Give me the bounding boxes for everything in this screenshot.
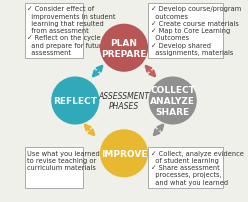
FancyBboxPatch shape	[25, 147, 83, 188]
Text: ASSESSMENT
PHASES: ASSESSMENT PHASES	[98, 91, 150, 111]
Text: ✓ Develop course/program
  outcomes
✓ Create course materials
✓ Map to Core Lear: ✓ Develop course/program outcomes ✓ Crea…	[151, 6, 241, 56]
Text: IMPROVE: IMPROVE	[101, 149, 147, 158]
Circle shape	[101, 130, 147, 177]
FancyBboxPatch shape	[148, 4, 223, 59]
Circle shape	[101, 25, 147, 72]
Text: Use what you learned
to revise teaching or
curriculum materials: Use what you learned to revise teaching …	[27, 150, 100, 170]
Circle shape	[52, 78, 99, 124]
Text: COLLECT
ANALYZE
SHARE: COLLECT ANALYZE SHARE	[150, 85, 195, 117]
Circle shape	[149, 78, 196, 124]
Text: ✓ Consider effect of
  improvements in student
  learning that resulted
  from a: ✓ Consider effect of improvements in stu…	[27, 6, 116, 56]
Text: ✓ Collect, analyze evidence
  of student learning
✓ Share assessment
  processes: ✓ Collect, analyze evidence of student l…	[151, 150, 244, 185]
Text: PLAN
PREPARE: PLAN PREPARE	[101, 38, 147, 59]
Text: REFLECT: REFLECT	[53, 97, 97, 105]
FancyBboxPatch shape	[25, 4, 83, 59]
FancyBboxPatch shape	[148, 147, 223, 188]
